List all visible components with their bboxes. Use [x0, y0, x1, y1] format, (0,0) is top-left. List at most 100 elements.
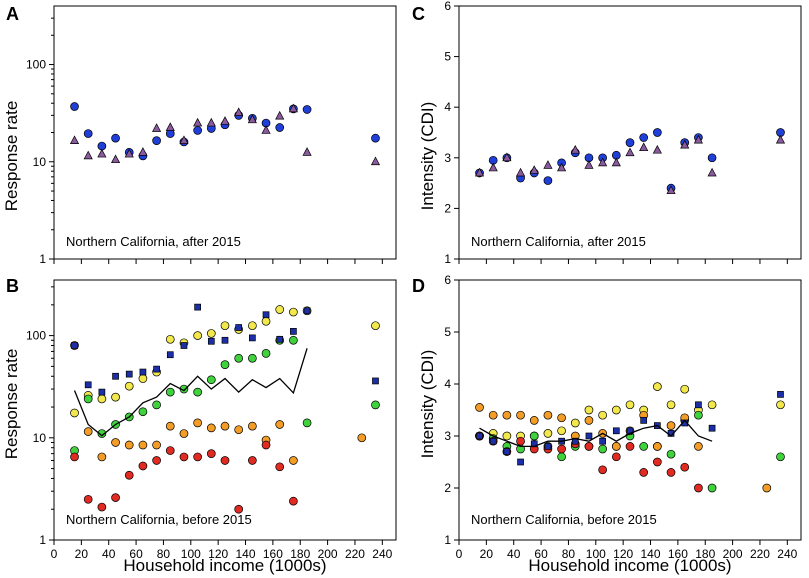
- panel-d-xtick-label-240: 240: [777, 547, 797, 561]
- panel-a-triangles-point: [275, 110, 285, 120]
- panel-b-red-circles-point: [193, 452, 202, 462]
- panel-b-orange-circles-point: [111, 438, 120, 447]
- panel-d-yellow-circles-point: [776, 400, 785, 410]
- panel-b-xtick-label-180: 180: [290, 547, 310, 561]
- panel-b-blue-squares-point: [207, 337, 215, 345]
- panel-b-orange-circles-point: [248, 421, 257, 431]
- panel-d-frame: [458, 279, 802, 541]
- panel-b-red-circles-point: [165, 446, 175, 455]
- panel-d-orange-circles-point: [488, 410, 498, 420]
- panel-c-triangles-point: [775, 134, 786, 144]
- panel-b-red-circles-point: [275, 462, 285, 472]
- panel-d-red-circles-point: [611, 452, 621, 462]
- panel-d-xtick-label-180: 180: [695, 547, 715, 561]
- panel-d-yellow-circles-point: [666, 400, 676, 410]
- panel-b-blue-squares-point: [276, 335, 284, 343]
- panel-b-green-circles-point: [220, 360, 230, 369]
- panel-b-red-circles-point: [124, 470, 134, 480]
- panel-b-red-circles-point: [234, 504, 244, 514]
- panel-d-blue-squares-point: [476, 432, 483, 440]
- panel-a-triangles-point: [370, 156, 381, 166]
- panel-d-yellow-circles-point: [653, 382, 662, 391]
- panel-d-ytick-label-4: 4: [444, 377, 451, 391]
- panel-c-triangles-point: [474, 167, 485, 177]
- panel-d-green-circles-point: [598, 444, 607, 454]
- panel-b-blue-squares-point: [153, 365, 160, 373]
- panel-c-triangles-point: [666, 185, 676, 195]
- panel-d-green-circles-point: [776, 452, 785, 462]
- panel-d-xtick-label-20: 20: [480, 547, 494, 561]
- panel-c-triangles-point: [611, 157, 621, 167]
- panel-b-xtick-label-20: 20: [75, 547, 89, 561]
- panel-b-yellow-circles-point: [70, 408, 79, 418]
- panel-a-frame: [53, 5, 397, 260]
- panel-b-blue-squares-point: [303, 307, 311, 315]
- panel-b-orange-circles-point: [220, 421, 230, 431]
- panel-c-triangles-point: [693, 134, 703, 144]
- panel-d-annotation: Northern California, before 2015: [471, 512, 657, 527]
- panel-b-blue-squares-point: [235, 324, 243, 331]
- panel-d-green-circles-point: [529, 431, 539, 441]
- panel-d-yellow-circles-point: [625, 400, 635, 410]
- panel-d-yellow-circles-point: [557, 426, 566, 436]
- panel-d-green-circles-point: [694, 410, 703, 420]
- panel-d-blue-squares-point: [640, 417, 648, 424]
- panel-b-yellow-circles-point: [111, 392, 120, 402]
- panel-b-blue-squares-point: [290, 328, 297, 335]
- panel-a-triangles-point: [152, 123, 162, 132]
- panel-a-circles-point: [70, 102, 79, 111]
- panel-c-triangles-point: [488, 162, 498, 172]
- panel-a-triangles-point: [261, 125, 271, 134]
- panel-b-green-circles-point: [248, 353, 257, 363]
- panel-b-blue-squares-point: [71, 342, 78, 349]
- panel-d-orange-circles-point: [557, 413, 566, 423]
- panel-b-orange-circles-point: [193, 418, 202, 428]
- panel-d-red-circles-point: [666, 468, 676, 477]
- panel-a-marks: [69, 102, 381, 166]
- panel-b-blue-squares-point: [139, 368, 147, 376]
- panel-b-label: B: [6, 276, 19, 296]
- panel-b-green-circles-point: [193, 387, 202, 397]
- panel-b-orange-circles-point: [83, 427, 93, 436]
- panel-b-red-circles-point: [70, 452, 79, 462]
- panel-b-xtick-label-60: 60: [129, 547, 143, 561]
- panel-b-red-circles-point: [111, 493, 120, 502]
- panel-d-ylabel: Intensity (CDI): [418, 350, 437, 459]
- panel-b-yellow-circles-point: [371, 321, 380, 331]
- panel-b-red-circles-point: [289, 496, 298, 506]
- panel-d-xtick-label-200: 200: [723, 547, 743, 561]
- panel-b-xtick-label-120: 120: [208, 547, 228, 561]
- panel-d-yellow-circles-point: [543, 429, 553, 438]
- panel-a-circles-point: [275, 123, 285, 132]
- panel-b-xtick-label-80: 80: [157, 547, 171, 561]
- panel-b-blue-squares-point: [262, 311, 270, 319]
- panel-c-ytick-label-2: 2: [444, 201, 451, 215]
- panel-d-series-line: [479, 419, 713, 448]
- panel-b: B Response rate Northern California, bef…: [2, 276, 397, 575]
- panel-d-yellow-circles-point: [707, 400, 717, 410]
- panel-d-red-circles-point: [653, 457, 662, 467]
- panel-b-red-circles-point: [83, 494, 93, 504]
- panel-a-triangles-point: [110, 154, 121, 164]
- panel-a-ylabel: Response rate: [2, 101, 21, 212]
- panel-b-orange-circles-point: [289, 456, 298, 465]
- panel-c-circles-point: [543, 176, 553, 185]
- panel-b-xtick-label-200: 200: [318, 547, 338, 561]
- panel-b-xtick-label-240: 240: [372, 547, 392, 561]
- panel-b-green-circles-point: [371, 400, 380, 410]
- panel-d-green-circles-point: [639, 442, 649, 451]
- panel-b-orange-circles-point: [138, 440, 148, 450]
- panel-c-ytick-label-5: 5: [444, 50, 451, 64]
- panel-d-red-circles-point: [625, 442, 635, 451]
- panel-d-ytick-label-6: 6: [444, 273, 451, 287]
- panel-c-triangles-point: [543, 160, 553, 169]
- panel-c-triangles-point: [639, 142, 649, 152]
- panel-d-green-circles-point: [557, 452, 566, 462]
- panel-d-yellow-circles-point: [680, 384, 690, 394]
- panel-b-orange-circles-point: [165, 421, 175, 431]
- panel-a-triangles-point: [69, 135, 80, 144]
- panel-a-triangles-point: [234, 107, 244, 117]
- panel-d-red-circles-point: [516, 436, 525, 446]
- panel-d-blue-squares-point: [695, 401, 702, 409]
- panel-d-ytick-label-3: 3: [444, 429, 451, 443]
